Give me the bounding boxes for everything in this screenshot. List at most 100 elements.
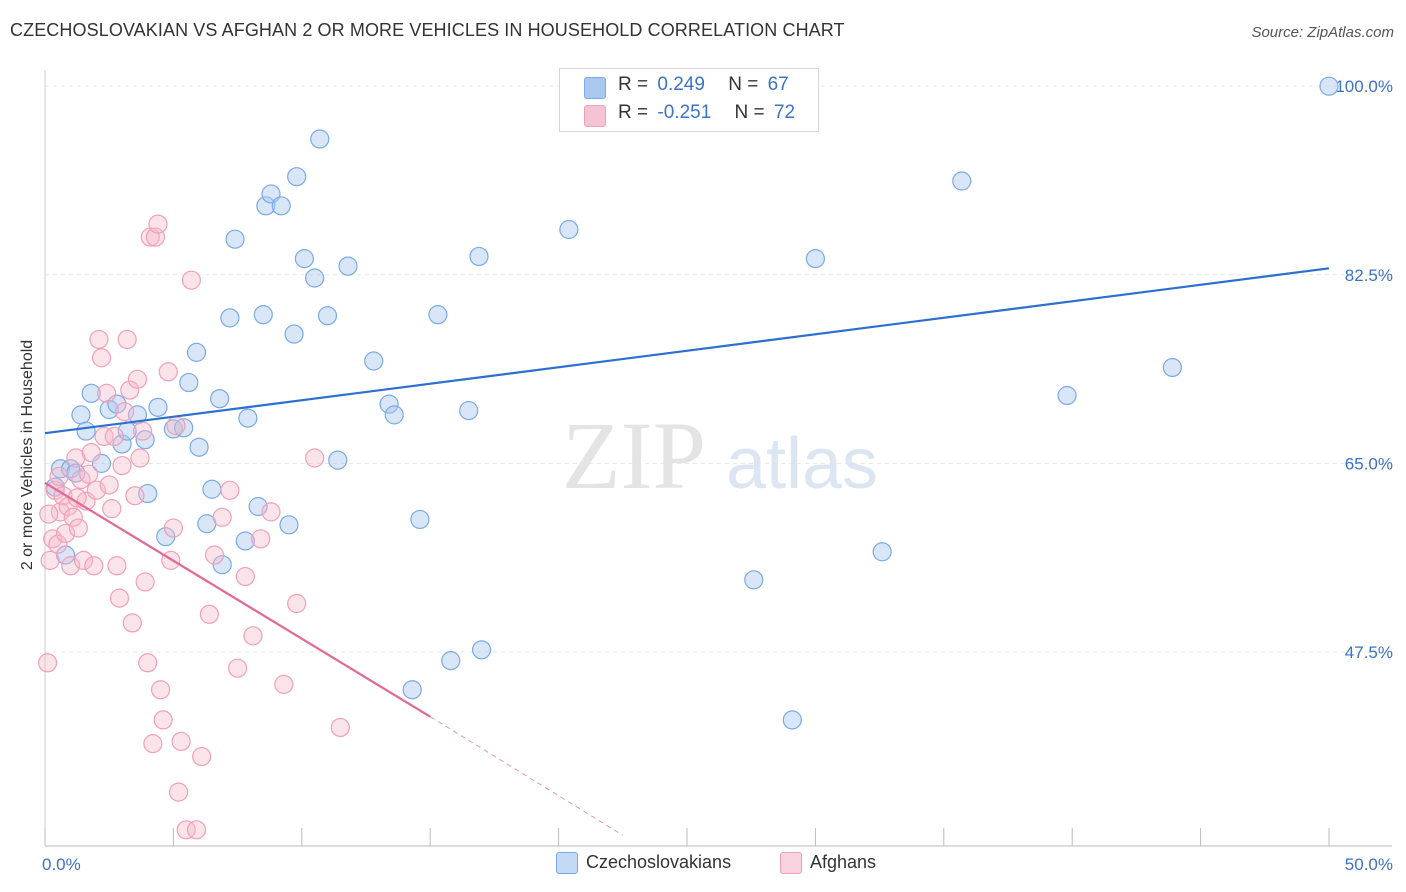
point-afghan (168, 782, 189, 802)
point-czechoslovakian (256, 196, 276, 216)
point-czechoslovakian (441, 651, 461, 671)
point-czechoslovakian (212, 555, 232, 575)
point-afghan (73, 550, 94, 570)
point-afghan (84, 556, 104, 576)
point-czechoslovakian (294, 249, 314, 269)
point-czechoslovakian (179, 372, 199, 393)
point-czechoslovakian (248, 496, 268, 517)
point-afghan (97, 383, 117, 403)
point-czechoslovakian (271, 196, 291, 216)
source-credit: Source: ZipAtlas.com (1251, 24, 1394, 41)
point-afghan (81, 443, 101, 463)
point-afghan (199, 604, 219, 624)
point-afghan (148, 214, 168, 234)
point-czechoslovakian (163, 419, 183, 439)
point-czechoslovakian (952, 171, 972, 191)
watermark: ZIP atlas (562, 402, 878, 509)
legend-text: R = 0.249 N = 67 (618, 74, 789, 96)
point-afghan (61, 556, 81, 576)
point-afghan (115, 402, 135, 422)
point-afghan (138, 653, 158, 673)
point-czechoslovakian (338, 256, 358, 276)
point-czechoslovakian (782, 710, 802, 730)
point-afghan (212, 507, 232, 527)
point-czechoslovakian (1162, 357, 1182, 378)
point-afghan (181, 270, 201, 290)
point-czechoslovakian (189, 437, 209, 457)
point-afghan (305, 448, 325, 468)
y-tick-label: 47.5% (1345, 643, 1393, 662)
point-czechoslovakian (1319, 76, 1339, 96)
point-czechoslovakian (235, 531, 255, 551)
point-afghan (243, 626, 263, 646)
legend-n-label: N = (728, 74, 759, 95)
point-afghan (143, 734, 163, 754)
legend-r-value: 0.249 (657, 74, 705, 95)
point-czechoslovakian (71, 405, 91, 425)
legend-r-label: R = (618, 102, 649, 123)
point-afghan (171, 731, 191, 752)
point-afghan (109, 588, 130, 608)
point-czechoslovakian (76, 421, 96, 441)
point-czechoslovakian (471, 640, 492, 660)
point-afghan (49, 466, 69, 486)
point-afghan (204, 545, 225, 565)
bottom-legend-swatch-pink (780, 852, 802, 874)
point-afghan (89, 329, 109, 350)
legend-r-label: R = (618, 74, 649, 95)
point-czechoslovakian (174, 418, 194, 438)
point-czechoslovakian (805, 249, 826, 269)
point-czechoslovakian (872, 542, 892, 562)
point-afghan (55, 523, 76, 544)
point-afghan (66, 448, 86, 468)
point-czechoslovakian (220, 308, 240, 328)
point-afghan (132, 421, 153, 441)
point-czechoslovakian (559, 219, 579, 240)
bottom-legend-label: Afghans (810, 852, 877, 872)
point-afghan (120, 380, 140, 400)
legend-swatch-pink (584, 105, 606, 127)
point-czechoslovakian (55, 545, 76, 565)
bottom-legend-label: Czechoslovakians (586, 852, 732, 872)
trend-line-afghans (44, 481, 431, 718)
point-afghan (261, 502, 281, 522)
legend-n-value: 67 (767, 74, 789, 95)
y-tick-label: 100.0% (1335, 77, 1393, 96)
point-afghan (125, 486, 145, 506)
watermark-zip: ZIP (562, 402, 706, 509)
point-czechoslovakian (305, 268, 325, 288)
point-afghan (153, 710, 173, 730)
bottom-legend-swatch-blue (556, 852, 578, 874)
point-afghan (176, 820, 196, 840)
point-afghan (117, 329, 137, 350)
trend-line-afghans-extension (429, 716, 624, 836)
legend-r-value: -0.251 (657, 102, 712, 123)
legend: R = 0.249 N = 67 R = -0.251 N = 72 (559, 68, 819, 132)
point-czechoslovakian (410, 509, 430, 530)
point-afghan (192, 746, 212, 767)
point-czechoslovakian (469, 246, 489, 267)
point-afghan (122, 613, 142, 633)
point-afghan (274, 674, 294, 694)
point-czechoslovakian (317, 306, 338, 326)
trend-lines (44, 267, 1330, 836)
x-tick-label: 50.0% (1345, 855, 1393, 874)
point-czechoslovakian (364, 351, 384, 371)
point-afghan (63, 507, 83, 527)
chart-title: CZECHOSLOVAKIAN VS AFGHAN 2 OR MORE VEHI… (10, 20, 845, 40)
tick-labels: 47.5% 65.0% 82.5% 100.0% 0.0% 50.0% (42, 77, 1393, 874)
point-czechoslovakian (287, 167, 307, 187)
point-afghan (150, 680, 171, 700)
point-afghan (135, 572, 155, 592)
point-afghan (130, 448, 150, 468)
point-afghan (40, 550, 60, 570)
point-afghan (235, 566, 255, 587)
point-czechoslovakian (81, 383, 101, 403)
legend-n-value: 72 (773, 102, 796, 123)
point-afghan (79, 464, 99, 484)
legend-text: R = -0.251 N = 72 (618, 102, 795, 124)
point-czechoslovakian (279, 515, 299, 535)
point-afghan (112, 455, 132, 476)
legend-swatch-blue (584, 77, 606, 99)
